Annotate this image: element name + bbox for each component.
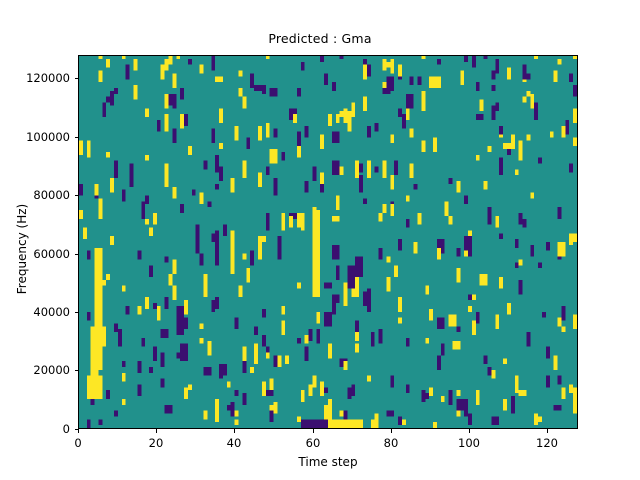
xtick-mark [391,429,392,433]
ytick-mark [74,78,78,79]
xtick-label-80: 80 [383,436,399,450]
ytick-label-40000: 40000 [33,305,70,319]
xtick-label-20: 20 [148,436,164,450]
ytick-label-0: 0 [62,422,70,436]
xtick-label-0: 0 [74,436,82,450]
ytick-mark [74,254,78,255]
x-axis-label: Time step [298,455,358,469]
ytick-label-80000: 80000 [33,188,70,202]
xtick-label-120: 120 [536,436,558,450]
xtick-mark [234,429,235,433]
xtick-label-100: 100 [458,436,480,450]
ytick-label-120000: 120000 [26,71,70,85]
ytick-label-20000: 20000 [33,363,70,377]
ytick-mark [74,370,78,371]
ytick-mark [74,137,78,138]
xtick-mark [78,429,79,433]
ytick-mark [74,312,78,313]
heatmap-axes [78,55,578,429]
chart-title: Predicted : Gma [268,31,372,46]
xtick-label-40: 40 [226,436,242,450]
ytick-mark [74,429,78,430]
ytick-mark [74,195,78,196]
heatmap-canvas [79,56,577,428]
xtick-mark [313,429,314,433]
xtick-mark [156,429,157,433]
xtick-label-60: 60 [305,436,321,450]
ytick-label-60000: 60000 [33,247,70,261]
y-axis-label: Frequency (Hz) [15,203,29,295]
xtick-mark [547,429,548,433]
ytick-label-100000: 100000 [26,130,70,144]
xtick-mark [469,429,470,433]
